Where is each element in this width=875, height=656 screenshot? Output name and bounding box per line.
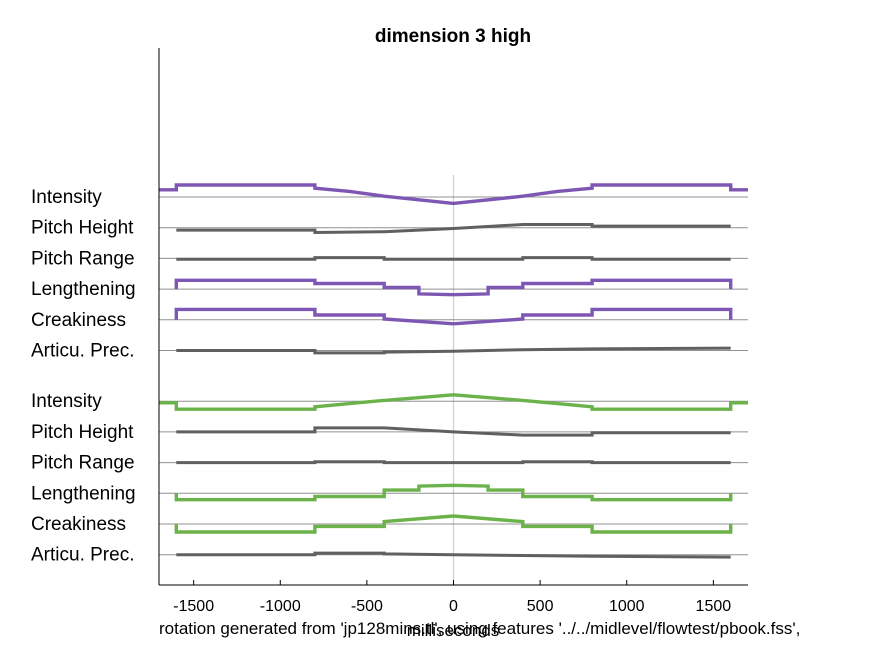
series-layer (159, 183, 748, 559)
x-tick-label: -1500 (173, 598, 214, 615)
row-label: Lengthening (31, 483, 136, 504)
series-line-articu-prec-2 (176, 551, 731, 559)
footer-caption: rotation generated from 'jp128mins.tl', … (159, 619, 800, 638)
row-label: Creakiness (31, 310, 126, 331)
x-tick-label: -1000 (260, 598, 301, 615)
series-line-pitch-height-1 (176, 223, 731, 235)
series-line-creakiness-1 (174, 307, 733, 326)
row-label: Pitch Height (31, 218, 134, 239)
row-label: Pitch Range (31, 248, 135, 269)
x-tick-label: 500 (527, 598, 554, 615)
x-axis-label: milliseconds (407, 621, 500, 640)
series-line-pitch-height-2 (176, 426, 731, 437)
row-label-layer: Intensity Pitch Height Pitch Range Lengthen… (31, 187, 136, 566)
row-label: Intensity (31, 187, 102, 208)
chart-title: dimension 3 high (375, 26, 531, 47)
series-line-lengthening-1 (174, 278, 733, 297)
row-label: Articu. Prec. (31, 545, 134, 566)
series-line-creakiness-2 (174, 514, 733, 534)
x-tick-label: 1500 (696, 598, 732, 615)
series-line-pitch-range-1 (176, 256, 731, 261)
row-label: Articu. Prec. (31, 341, 134, 362)
row-label: Intensity (31, 391, 102, 412)
series-line-lengthening-2 (174, 483, 733, 502)
x-tick-layer: -1500 -1000 -500 0 500 1000 1500 (173, 580, 731, 615)
row-label: Pitch Range (31, 453, 135, 474)
series-line-articu-prec-1 (176, 346, 731, 355)
x-tick-label: 1000 (609, 598, 645, 615)
series-line-intensity-2 (159, 393, 748, 411)
series-line-pitch-range-2 (176, 460, 731, 465)
x-tick-label: 0 (449, 598, 458, 615)
series-line-intensity-1 (159, 183, 748, 206)
row-label: Creakiness (31, 514, 126, 535)
row-label: Lengthening (31, 279, 136, 300)
x-tick-label: -500 (351, 598, 383, 615)
row-label: Pitch Height (31, 422, 134, 443)
